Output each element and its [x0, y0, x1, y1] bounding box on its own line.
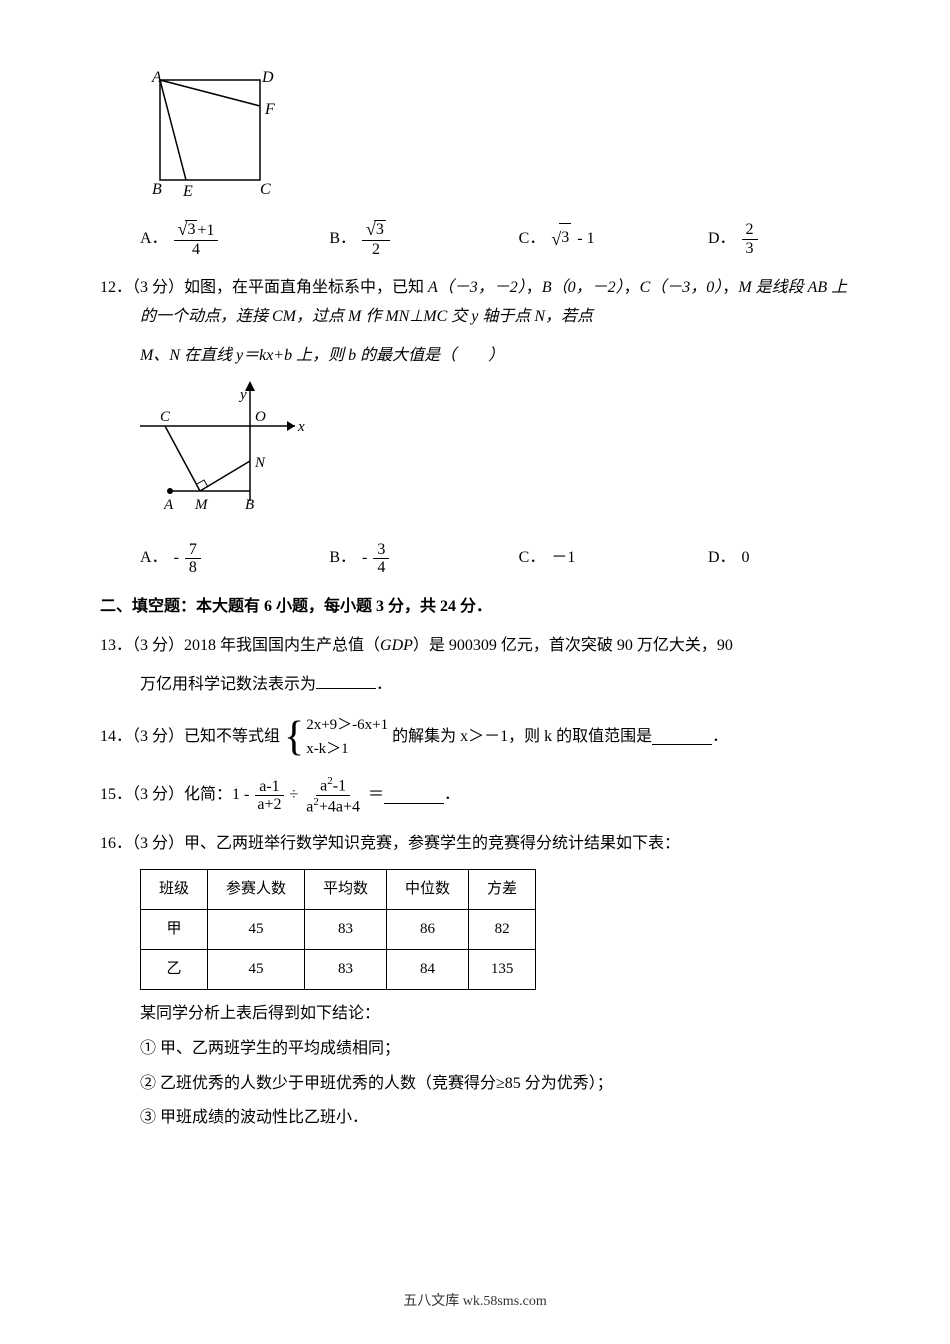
- svg-text:C: C: [160, 409, 171, 425]
- q16-after: 某同学分析上表后得到如下结论：: [100, 1000, 850, 1029]
- table-cell: 135: [469, 950, 536, 990]
- table-cell: 乙: [141, 950, 208, 990]
- q16-item3: ③ 甲班成绩的波动性比乙班小．: [100, 1104, 850, 1133]
- fraction: √3 2: [362, 220, 390, 258]
- svg-text:E: E: [182, 183, 193, 200]
- opt-label: D．: [708, 225, 736, 254]
- svg-text:A: A: [151, 70, 162, 86]
- fraction-2: a2-1 a2+4a+4: [302, 775, 364, 816]
- table-cell: 45: [208, 950, 305, 990]
- section-2-title: 二、填空题：本大题有 6 小题，每小题 3 分，共 24 分．: [100, 593, 850, 622]
- svg-text:C: C: [260, 181, 271, 198]
- svg-text:O: O: [255, 409, 266, 425]
- opt-label: C．: [519, 544, 546, 573]
- fraction: √3+1 4: [174, 220, 219, 258]
- opt-label: B．: [329, 225, 356, 254]
- q11-svg: A D F B E C: [140, 70, 280, 210]
- table-header: 平均数: [305, 870, 387, 910]
- svg-text:A: A: [163, 497, 174, 513]
- table-header: 班级: [141, 870, 208, 910]
- q16-table: 班级 参赛人数 平均数 中位数 方差 甲 45 83 86 82 乙 45 83…: [140, 869, 536, 990]
- q11-options: A． √3+1 4 B． √3 2 C． √3 - 1 D． 2 3: [140, 220, 850, 258]
- page-footer: 五八文库 wk.58sms.com: [0, 1289, 950, 1314]
- table-row: 乙 45 83 84 135: [141, 950, 536, 990]
- svg-text:x: x: [297, 419, 305, 435]
- q12-figure: y C O x N A M B: [140, 381, 850, 531]
- svg-text:M: M: [194, 497, 209, 513]
- q11-option-b: B． √3 2: [329, 220, 518, 258]
- opt-label: D．: [708, 544, 736, 573]
- q11-option-c: C． √3 - 1: [519, 220, 708, 258]
- svg-text:D: D: [261, 70, 274, 86]
- table-cell: 82: [469, 910, 536, 950]
- table-cell: 83: [305, 950, 387, 990]
- table-header: 中位数: [387, 870, 469, 910]
- q12-option-b: B． - 3 4: [329, 541, 518, 577]
- q12-option-c: C． －1: [519, 541, 708, 577]
- fraction: 2 3: [742, 221, 758, 257]
- opt-label: C．: [519, 225, 546, 254]
- fraction-1: a-1 a+2: [253, 778, 285, 814]
- table-cell: 甲: [141, 910, 208, 950]
- q16-item2: ② 乙班优秀的人数少于甲班优秀的人数（竞赛得分≥85 分为优秀）；: [100, 1070, 850, 1099]
- svg-text:B: B: [152, 181, 162, 198]
- opt-label: B．: [329, 544, 356, 573]
- fraction: 7 8: [185, 541, 201, 577]
- opt-label: A．: [140, 225, 168, 254]
- table-header-row: 班级 参赛人数 平均数 中位数 方差: [141, 870, 536, 910]
- fill-blank: [384, 788, 444, 804]
- q13: 13．（3 分）2018 年我国国内生产总值（GDP）是 900309 亿元，首…: [100, 632, 850, 661]
- table-header: 参赛人数: [208, 870, 305, 910]
- svg-text:y: y: [238, 387, 247, 403]
- q12-svg: y C O x N A M B: [140, 381, 320, 531]
- fill-blank: [316, 673, 376, 689]
- table-cell: 45: [208, 910, 305, 950]
- q11-option-d: D． 2 3: [708, 220, 850, 258]
- q11-option-a: A． √3+1 4: [140, 220, 329, 258]
- svg-text:B: B: [245, 497, 254, 513]
- fill-blank: [652, 729, 712, 745]
- svg-text:N: N: [254, 455, 266, 471]
- q16-item1: ① 甲、乙两班学生的平均成绩相同；: [100, 1035, 850, 1064]
- q12-line2: M、N 在直线 y＝kx+b 上，则 b 的最大值是（ ）: [100, 342, 850, 371]
- table-header: 方差: [469, 870, 536, 910]
- q12: 12．（3 分）如图，在平面直角坐标系中，已知 A（－3，－2），B（0，－2）…: [100, 274, 850, 332]
- table-cell: 86: [387, 910, 469, 950]
- q12-options: A． - 7 8 B． - 3 4 C． －1 D． 0: [140, 541, 850, 577]
- q13-line2: 万亿用科学记数法表示为．: [100, 671, 850, 700]
- q11-figure: A D F B E C: [140, 70, 850, 210]
- q15: 15．（3 分）化简：1 - a-1 a+2 ÷ a2-1 a2+4a+4 ＝．: [100, 775, 850, 816]
- table-cell: 83: [305, 910, 387, 950]
- q12-option-d: D． 0: [708, 541, 850, 577]
- table-cell: 84: [387, 950, 469, 990]
- opt-label: A．: [140, 544, 168, 573]
- table-row: 甲 45 83 86 82: [141, 910, 536, 950]
- q16: 16．（3 分）甲、乙两班举行数学知识竞赛，参赛学生的竞赛得分统计结果如下表：: [100, 830, 850, 859]
- q14: 14．（3 分）已知不等式组 { 2x+9＞-6x+1 x-k＞1 的解集为 x…: [100, 713, 850, 761]
- inequality-system: { 2x+9＞-6x+1 x-k＞1: [284, 713, 388, 761]
- svg-text:F: F: [264, 101, 275, 118]
- q12-option-a: A． - 7 8: [140, 541, 329, 577]
- fraction: 3 4: [373, 541, 389, 577]
